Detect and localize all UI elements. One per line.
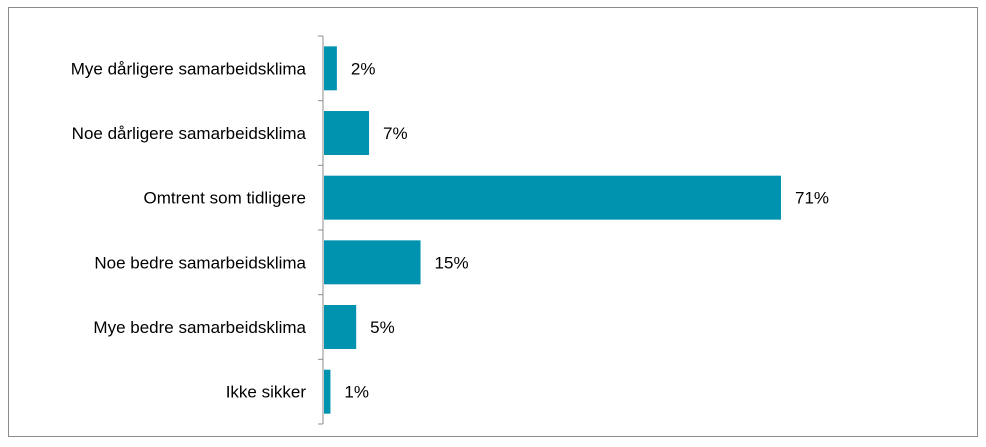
data-label: 5% <box>370 318 395 337</box>
category-label: Mye dårligere samarbeidsklima <box>71 59 307 78</box>
data-label: 15% <box>435 253 469 272</box>
bar <box>324 111 370 155</box>
chart-frame <box>8 7 978 437</box>
bar <box>324 175 781 220</box>
bar <box>324 46 337 91</box>
category-label: Ikke sikker <box>226 383 307 402</box>
bar <box>324 305 357 349</box>
category-label: Mye bedre samarbeidsklima <box>93 318 306 337</box>
data-label: 2% <box>351 59 376 78</box>
labels: Mye dårligere samarbeidsklima 2% Noe dårli… <box>71 59 829 401</box>
data-label: 1% <box>344 383 369 402</box>
bar <box>324 369 331 414</box>
bar <box>324 240 421 285</box>
bars <box>324 46 781 414</box>
category-label: Noe bedre samarbeidsklima <box>94 253 306 272</box>
category-label: Noe dårligere samarbeidsklima <box>72 124 307 143</box>
category-axis <box>318 35 324 425</box>
data-label: 71% <box>795 189 829 208</box>
data-label: 7% <box>383 124 408 143</box>
category-label: Omtrent som tidligere <box>144 189 307 208</box>
